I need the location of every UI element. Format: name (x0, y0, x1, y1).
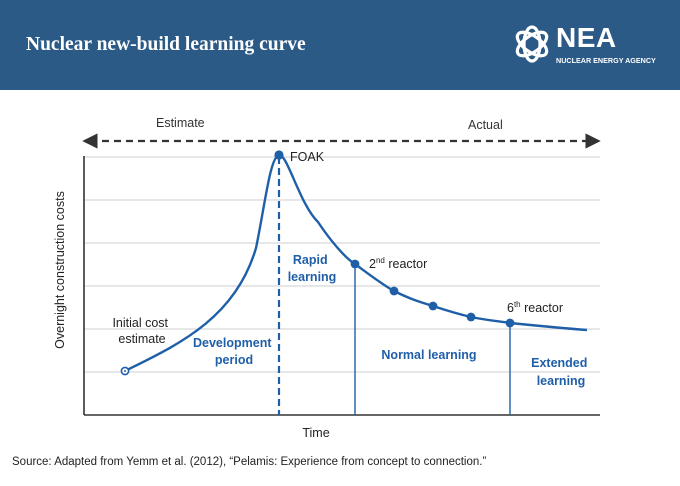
phase-label-extended: Extended learning (531, 356, 591, 388)
x-axis-label: Time (302, 426, 329, 440)
fourth-reactor-marker (428, 301, 438, 311)
initial-estimate-label: Initial cost estimate (112, 316, 171, 346)
initial-estimate-line-1: Initial cost (112, 316, 168, 330)
page-title: Nuclear new-build learning curve (26, 34, 306, 55)
learning-curve-chart: Estimate Actual FOAK Initial cost estima… (53, 116, 601, 440)
logo-text: NEA (556, 22, 617, 53)
y-axis-label: Overnight construction costs (53, 191, 67, 349)
logo-subtext: NUCLEAR ENERGY AGENCY (556, 56, 656, 65)
second-reactor-label: 2nd reactor (369, 256, 427, 271)
header-banner: Nuclear new-build learning curve NEA NUC… (0, 0, 680, 90)
phase-label-rapid: Rapid learning (288, 253, 337, 284)
second-reactor-marker (350, 259, 360, 269)
actual-label: Actual (468, 118, 503, 132)
foak-label: FOAK (290, 150, 325, 164)
nea-logo: NEA NUCLEAR ENERGY AGENCY (512, 20, 662, 74)
estimate-label: Estimate (156, 116, 205, 130)
phase-label-normal: Normal learning (381, 348, 476, 362)
fifth-reactor-marker (466, 312, 476, 322)
third-reactor-marker (389, 286, 399, 296)
foak-marker (274, 150, 284, 160)
atom-logo-icon (515, 25, 549, 63)
phase-label-development: Development period (193, 336, 275, 367)
initial-estimate-dot (124, 370, 126, 372)
gridlines (84, 156, 600, 373)
source-note: Source: Adapted from Yemm et al. (2012),… (12, 456, 487, 468)
sixth-reactor-marker (505, 318, 515, 328)
sixth-reactor-label: 6th reactor (507, 300, 563, 315)
initial-estimate-line-2: estimate (118, 332, 165, 346)
